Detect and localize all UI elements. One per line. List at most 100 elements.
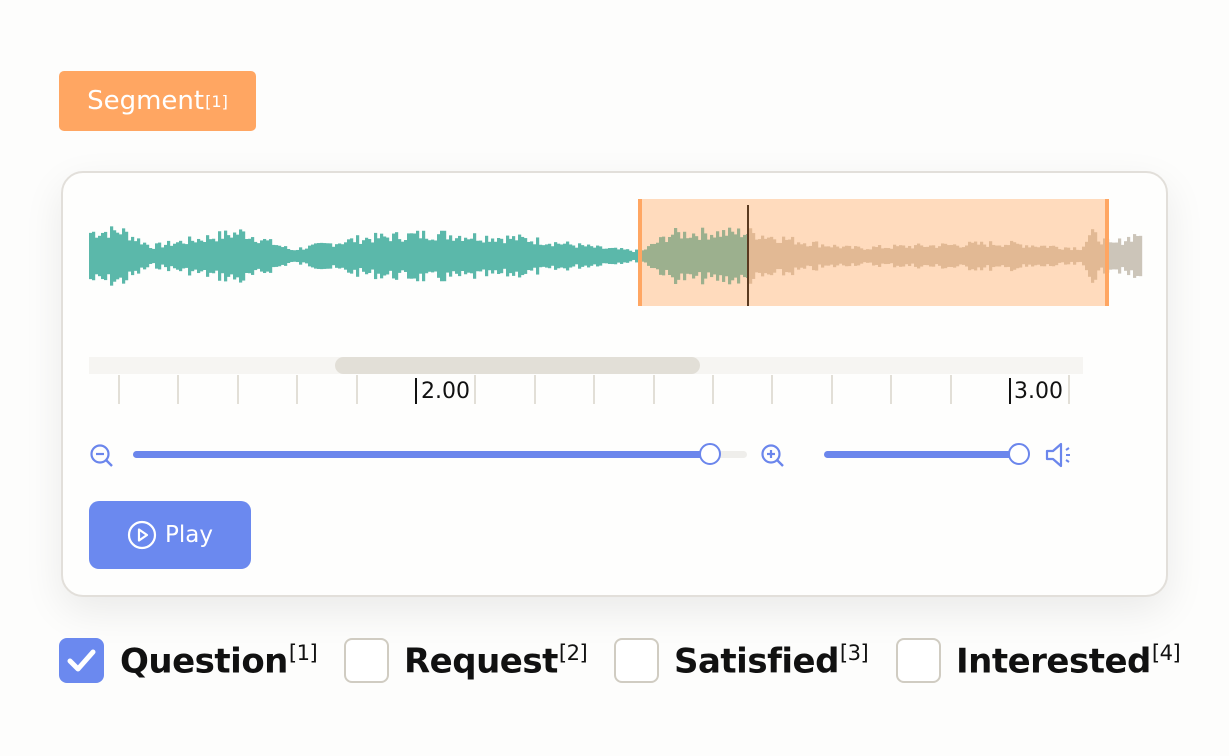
- waveform-bar: [407, 233, 411, 279]
- waveform-bar: [239, 229, 243, 283]
- waveform-bar: [812, 241, 816, 271]
- waveform-bar: [1037, 247, 1041, 265]
- waveform-bar: [563, 243, 567, 269]
- checkbox-request[interactable]: [344, 638, 389, 683]
- waveform-bar: [98, 235, 102, 277]
- waveform-bar: [689, 237, 693, 275]
- waveform-bar: [857, 246, 861, 266]
- waveform-bar: [677, 232, 681, 280]
- waveform-bar: [551, 246, 555, 266]
- waveform-bar: [278, 245, 282, 267]
- waveform-bar: [668, 237, 672, 275]
- waveform-bar: [656, 242, 660, 270]
- waveform-bar: [1118, 238, 1122, 274]
- waveform-bar: [716, 231, 720, 281]
- waveform-bar: [737, 228, 741, 284]
- waveform-bar: [710, 234, 714, 278]
- segment-button[interactable]: Segment [1]: [59, 71, 256, 131]
- timeline-tick: [177, 375, 180, 404]
- waveform-bar: [416, 230, 420, 282]
- waveform-bar: [767, 237, 771, 275]
- waveform-bar: [134, 241, 138, 271]
- waveform-bar: [359, 243, 363, 269]
- waveform-bar: [317, 243, 321, 269]
- waveform-bar: [848, 245, 852, 267]
- waveform-bar: [299, 247, 303, 265]
- waveform-bar: [227, 235, 231, 277]
- waveform-bar: [1028, 247, 1032, 265]
- play-button[interactable]: Play: [89, 501, 251, 569]
- waveform-bar: [980, 241, 984, 271]
- waveform-bar: [320, 242, 324, 270]
- waveform-bar: [845, 245, 849, 267]
- playhead-cursor[interactable]: [747, 205, 749, 306]
- zoom-out-icon[interactable]: [89, 443, 115, 469]
- waveform-bar: [503, 243, 507, 269]
- timeline-tick: [296, 375, 299, 404]
- timeline-scrollbar-thumb[interactable]: [335, 357, 700, 374]
- waveform-bar: [788, 239, 792, 273]
- waveform-bar: [683, 231, 687, 281]
- waveform-bar: [869, 249, 873, 263]
- waveform-bar: [1001, 246, 1005, 266]
- waveform-bar: [533, 244, 537, 268]
- waveform-bar: [305, 248, 309, 264]
- waveform-bar: [620, 248, 624, 264]
- waveform-bar: [671, 234, 675, 278]
- checkbox-interested[interactable]: [896, 638, 941, 683]
- waveform-bar: [722, 230, 726, 282]
- waveform-bar: [956, 245, 960, 267]
- waveform-bar: [674, 228, 678, 284]
- waveform-bar: [626, 249, 630, 263]
- waveform-bar: [116, 232, 120, 280]
- waveform-bar: [386, 237, 390, 275]
- segment-end-handle[interactable]: [1105, 199, 1109, 306]
- waveform-bar: [179, 240, 183, 272]
- waveform-bar: [854, 246, 858, 266]
- waveform-bar: [281, 247, 285, 265]
- waveform-bar: [872, 246, 876, 266]
- waveform-bar: [575, 247, 579, 265]
- waveform-bar: [164, 244, 168, 268]
- waveform-bar: [212, 238, 216, 274]
- label-text: Satisfied[3]: [674, 640, 869, 682]
- zoom-in-icon[interactable]: [760, 443, 786, 469]
- waveform-bar: [1070, 250, 1074, 262]
- waveform-bar: [194, 242, 198, 270]
- waveform-bar: [437, 234, 441, 278]
- zoom-slider-thumb[interactable]: [699, 443, 722, 465]
- play-label: Play: [165, 522, 213, 548]
- waveform-bar: [1058, 249, 1062, 263]
- checkbox-satisfied[interactable]: [614, 638, 659, 683]
- waveform-bar: [968, 241, 972, 271]
- waveform-bar: [740, 237, 744, 275]
- waveform-bar: [605, 248, 609, 264]
- waveform-bar: [692, 233, 696, 279]
- waveform-bar: [449, 235, 453, 277]
- waveform-bar: [509, 238, 513, 274]
- waveform-bar: [875, 247, 879, 265]
- timeline-tick: [890, 375, 893, 404]
- volume-slider-thumb[interactable]: [1008, 443, 1030, 465]
- volume-icon[interactable]: [1044, 441, 1074, 469]
- waveform-bar: [914, 245, 918, 267]
- waveform[interactable]: [0, 0, 1229, 420]
- waveform-bar: [686, 238, 690, 274]
- waveform-bar: [1136, 236, 1140, 276]
- waveform-bar: [1073, 247, 1077, 265]
- segment-start-handle[interactable]: [638, 199, 642, 306]
- volume-slider-track[interactable]: [824, 451, 1019, 458]
- waveform-bar: [485, 235, 489, 277]
- waveform-bar: [377, 238, 381, 274]
- waveform-bar: [926, 246, 930, 266]
- waveform-bar: [839, 248, 843, 264]
- waveform-bar: [476, 240, 480, 272]
- waveform-bar: [764, 238, 768, 274]
- waveform-bar: [644, 249, 648, 263]
- waveform-bar: [308, 245, 312, 267]
- label-text: Interested[4]: [956, 640, 1181, 682]
- waveform-bar: [827, 246, 831, 266]
- waveform-bar: [731, 231, 735, 281]
- checkbox-question[interactable]: [59, 638, 104, 683]
- play-circle-icon: [127, 520, 157, 550]
